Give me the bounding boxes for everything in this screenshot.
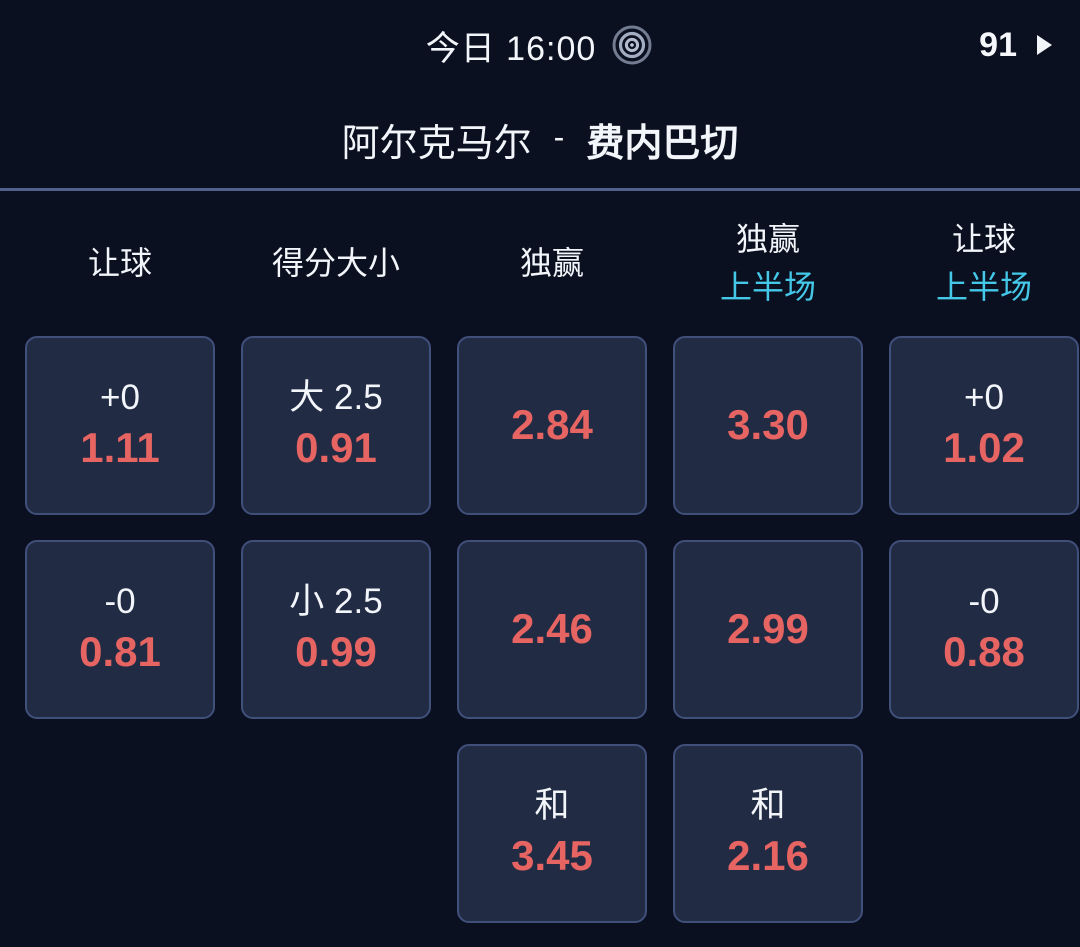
odds-line-label: 和 [750,786,786,826]
odds-value: 2.84 [511,401,593,449]
odds-line-label: +0 [964,378,1004,418]
match-title: 阿尔克马尔 - 费内巴切 [0,90,1080,188]
odds-value: 3.30 [727,401,809,449]
odds-value: 1.11 [80,424,160,472]
column-header-handicap: 让球 [25,244,215,281]
column-header-sublabel: 上半场 [719,268,816,305]
odds-line-label: -0 [968,582,1000,622]
odds-grid: +0 1.11 大 2.5 0.91 2.84 3.30 +0 1.02 -0 … [25,336,1079,923]
odds-value: 1.02 [943,424,1025,472]
odds-line-label: 小 2.5 [289,582,383,622]
odds-value: 3.45 [511,832,593,880]
odds-cell-moneyline-firsthalf-home[interactable]: 3.30 [673,336,863,515]
market-headers-row: 让球 得分大小 独赢 独赢 上半场 让球 上半场 [25,191,1079,336]
odds-value: 0.99 [295,628,377,676]
odds-cell-over[interactable]: 大 2.5 0.91 [241,336,431,515]
column-header-sublabel: 上半场 [935,268,1032,305]
odds-line-label: 大 2.5 [289,378,383,418]
odds-value: 0.81 [79,628,161,676]
odds-value: 0.88 [943,628,1025,676]
odds-cell-under[interactable]: 小 2.5 0.99 [241,540,431,719]
column-header-label: 得分大小 [271,244,400,281]
odds-cell-moneyline-firsthalf-draw[interactable]: 和 2.16 [673,744,863,923]
column-header-label: 让球 [87,244,152,281]
column-header-handicap-first-half: 让球 上半场 [889,221,1079,305]
odds-cell-moneyline-firsthalf-away[interactable]: 2.99 [673,540,863,719]
column-header-label: 让球 [951,221,1016,258]
odds-cell-moneyline-draw[interactable]: 和 3.45 [457,744,647,923]
column-header-total-points: 得分大小 [241,244,431,281]
column-header-moneyline: 独赢 [457,244,647,281]
odds-cell-moneyline-away[interactable]: 2.46 [457,540,647,719]
odds-cell-handicap-away[interactable]: -0 0.81 [25,540,215,719]
odds-cell-handicap-firsthalf-away[interactable]: -0 0.88 [889,540,1079,719]
column-header-moneyline-first-half: 独赢 上半场 [673,221,863,305]
match-time-group: 今日 16:00 [426,21,655,70]
market-count: 91 [979,25,1017,64]
title-divider [0,188,1080,191]
odds-value: 0.91 [295,424,377,472]
away-team-name: 费内巴切 [586,122,739,165]
bullseye-icon [610,23,654,67]
odds-cell-moneyline-home[interactable]: 2.84 [457,336,647,515]
odds-value: 2.16 [727,832,809,880]
odds-line-label: -0 [104,582,136,622]
odds-value: 2.46 [511,605,593,653]
match-time: 今日 16:00 [425,29,597,68]
chevron-right-icon [1037,35,1052,55]
more-markets-button[interactable]: 91 [979,0,1052,90]
team-separator: - [553,118,565,155]
column-header-label: 独赢 [519,244,584,281]
odds-line-label: +0 [100,378,140,418]
odds-value: 2.99 [727,605,809,653]
odds-cell-handicap-firsthalf-home[interactable]: +0 1.02 [889,336,1079,515]
column-header-label: 独赢 [735,221,800,258]
topbar: 今日 16:00 91 [0,0,1080,90]
home-team-name: 阿尔克马尔 [341,122,532,165]
odds-line-label: 和 [534,786,570,826]
odds-cell-handicap-home[interactable]: +0 1.11 [25,336,215,515]
